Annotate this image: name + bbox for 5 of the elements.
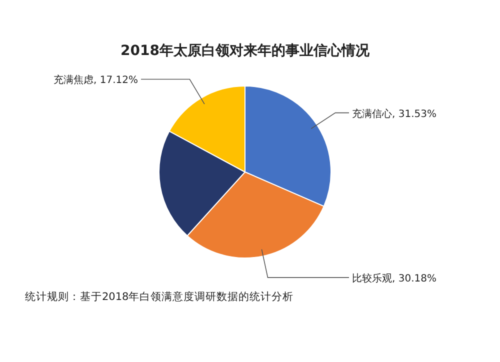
slice-label: 充满信心, 31.53%: [352, 108, 436, 120]
chart-title: 2018年太原白领对来年的事业信心情况: [120, 42, 370, 59]
slice-label: 比较乐观, 30.18%: [352, 272, 436, 285]
slice-label: 充满焦虑, 17.12%: [54, 74, 138, 86]
text: 统计规则：基于2018年白领满意度调研数据的统计分析: [25, 290, 294, 303]
